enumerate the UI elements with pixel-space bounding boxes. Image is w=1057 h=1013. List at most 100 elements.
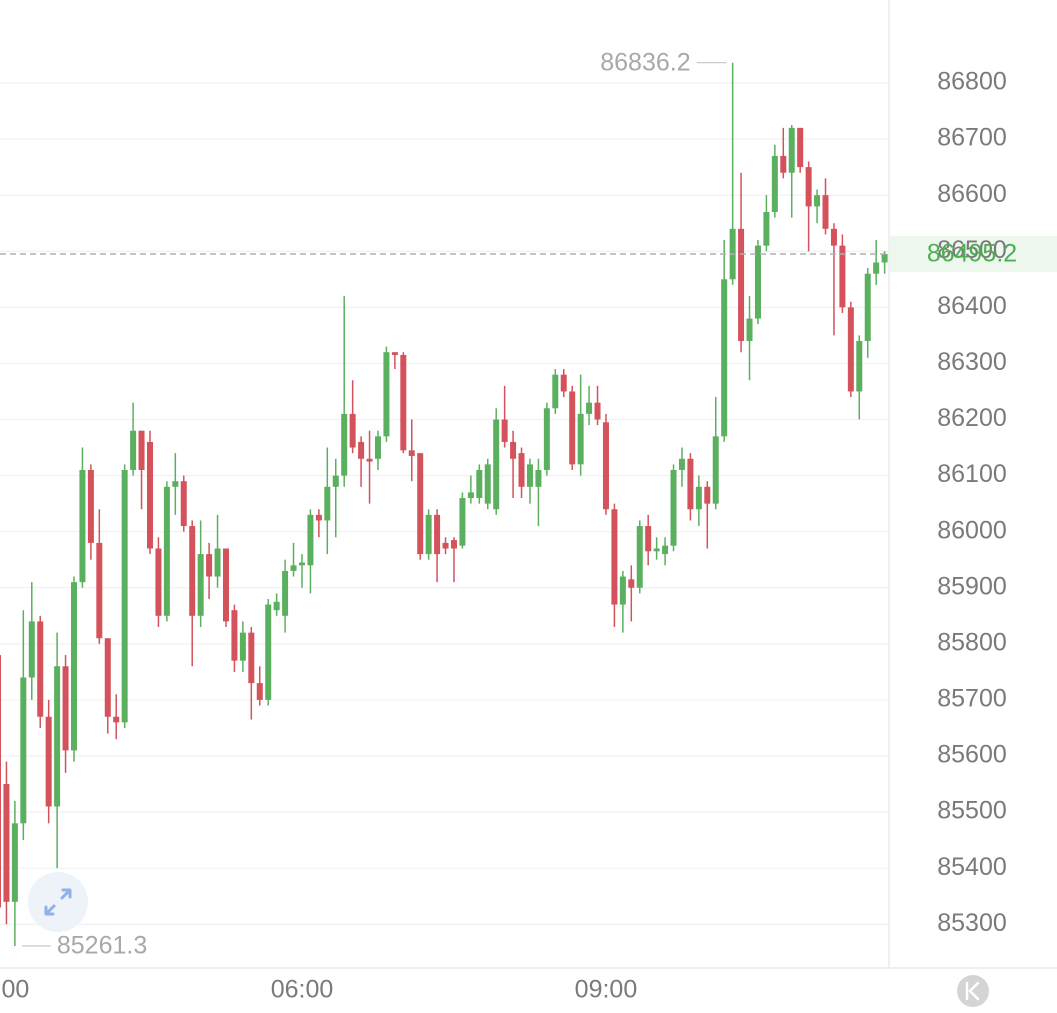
candle-body	[214, 548, 221, 577]
candle-body	[96, 542, 103, 639]
candle-body	[535, 469, 542, 487]
candle-body	[70, 582, 77, 751]
y-tick-label: 85900	[937, 572, 1007, 600]
candle-body	[54, 666, 61, 807]
candle-body	[704, 486, 711, 504]
candle-body	[442, 542, 449, 549]
candle-body	[678, 458, 685, 470]
candle-body	[611, 509, 618, 605]
x-tick-label: 06:00	[271, 976, 334, 1004]
y-tick-label: 86700	[937, 124, 1007, 152]
candle-body	[754, 245, 761, 319]
candle-body	[172, 481, 179, 487]
y-tick-label: 85700	[937, 685, 1007, 713]
y-tick-label: 85300	[937, 909, 1007, 937]
candle-body	[3, 784, 10, 902]
candle-body	[788, 127, 795, 173]
candle-body	[349, 413, 356, 448]
candle-body	[797, 127, 804, 168]
candle-body	[298, 562, 305, 566]
candle-body	[602, 422, 609, 510]
candle-body	[746, 318, 753, 341]
y-tick-label: 86800	[937, 68, 1007, 96]
candle-body	[130, 430, 137, 470]
candle-body	[493, 419, 500, 510]
candle-body	[636, 526, 643, 588]
candle-body	[231, 610, 238, 661]
candle-body	[484, 464, 491, 504]
candle-body	[526, 464, 533, 487]
candle-body	[569, 391, 576, 465]
y-tick-label: 86500	[937, 236, 1007, 264]
candle-body	[146, 441, 153, 549]
candle-body	[822, 195, 829, 229]
candle-body	[366, 458, 373, 462]
candle-body	[830, 228, 837, 246]
candle-body	[307, 514, 314, 566]
y-tick-label: 85500	[937, 797, 1007, 825]
jump-latest-button[interactable]	[957, 975, 989, 1007]
candle-body	[222, 548, 229, 622]
candle-body	[282, 570, 289, 616]
candle-body	[873, 262, 880, 274]
candle-body	[155, 548, 162, 616]
candle-body	[476, 469, 483, 499]
candle-body	[881, 253, 888, 263]
candle-body	[87, 469, 94, 543]
candle-body	[197, 554, 204, 616]
candle-body	[79, 469, 86, 583]
candle-body	[383, 352, 390, 437]
candle-body	[839, 245, 846, 308]
candle-body	[315, 514, 322, 521]
candle-body	[721, 279, 728, 437]
candle-body	[28, 621, 35, 678]
x-tick-label: 09:00	[575, 976, 638, 1004]
x-tick-label: 03:00	[0, 976, 29, 1004]
candle-body	[248, 632, 255, 684]
candle-body	[20, 677, 27, 824]
candle-body	[138, 430, 145, 470]
candle-body	[586, 402, 593, 414]
candle-body	[11, 823, 18, 902]
candle-body	[121, 469, 128, 723]
candle-body	[180, 481, 187, 527]
candle-body	[628, 579, 635, 588]
candle-body	[653, 548, 660, 552]
candle-body	[189, 526, 196, 616]
candle-body	[780, 155, 787, 173]
last-price-bg	[890, 236, 1057, 272]
candle-body	[37, 621, 44, 717]
candle-body	[712, 436, 719, 504]
y-tick-label: 86400	[937, 292, 1007, 320]
candle-body	[805, 167, 812, 207]
last-price-label: 86495.2	[927, 240, 1017, 268]
y-tick-label: 85600	[937, 741, 1007, 769]
y-tick-label: 86100	[937, 460, 1007, 488]
y-tick-label: 86600	[937, 180, 1007, 208]
y-tick-label: 85800	[937, 628, 1007, 656]
candle-body	[763, 211, 770, 246]
candle-body	[273, 601, 280, 611]
candle-body	[0, 655, 1, 908]
y-tick-label: 86000	[937, 516, 1007, 544]
y-tick-label: 86200	[937, 404, 1007, 432]
candle-body	[265, 604, 272, 700]
candle-body	[400, 355, 407, 451]
candle-body	[543, 408, 550, 470]
candle-body	[577, 413, 584, 465]
expand-button[interactable]	[28, 872, 88, 932]
candle-body	[163, 486, 170, 616]
candle-body	[239, 632, 246, 661]
candle-body	[501, 419, 508, 442]
plot-area	[0, 62, 888, 946]
candle-body	[374, 436, 381, 459]
candle-body	[341, 413, 348, 476]
candle-body	[467, 492, 474, 499]
candle-body	[113, 716, 120, 723]
candle-body	[459, 498, 466, 546]
candle-body	[670, 469, 677, 546]
candle-body	[104, 638, 111, 717]
candle-body	[518, 453, 525, 487]
candle-body	[619, 576, 626, 605]
